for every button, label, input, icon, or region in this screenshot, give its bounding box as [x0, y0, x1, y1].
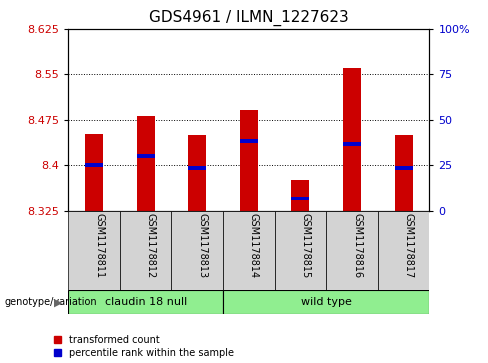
Bar — [223, 290, 429, 314]
Bar — [240, 139, 258, 143]
Text: GSM1178816: GSM1178816 — [352, 213, 362, 278]
Title: GDS4961 / ILMN_1227623: GDS4961 / ILMN_1227623 — [149, 10, 349, 26]
Bar — [137, 154, 155, 158]
Bar — [188, 135, 206, 211]
Text: claudin 18 null: claudin 18 null — [104, 297, 187, 307]
Text: GSM1178817: GSM1178817 — [404, 213, 414, 278]
Text: genotype/variation: genotype/variation — [5, 297, 98, 307]
Text: GSM1178814: GSM1178814 — [249, 213, 259, 278]
Text: wild type: wild type — [301, 297, 352, 307]
Bar — [137, 115, 155, 211]
Text: GSM1178812: GSM1178812 — [146, 213, 156, 278]
Bar — [68, 211, 120, 290]
Text: GSM1178815: GSM1178815 — [301, 213, 310, 278]
Bar — [188, 166, 206, 170]
Bar — [291, 197, 309, 200]
Bar — [395, 166, 413, 170]
Bar — [120, 211, 171, 290]
Bar — [85, 134, 103, 211]
Bar — [378, 211, 429, 290]
Text: ▶: ▶ — [54, 297, 63, 307]
Bar — [68, 290, 223, 314]
Bar — [343, 68, 361, 211]
Bar — [223, 211, 275, 290]
Bar — [275, 211, 326, 290]
Bar — [240, 110, 258, 211]
Bar — [326, 211, 378, 290]
Bar — [343, 142, 361, 146]
Bar — [291, 180, 309, 211]
Text: GSM1178813: GSM1178813 — [197, 213, 207, 278]
Bar — [171, 211, 223, 290]
Bar — [85, 163, 103, 167]
Text: GSM1178811: GSM1178811 — [94, 213, 104, 278]
Legend: transformed count, percentile rank within the sample: transformed count, percentile rank withi… — [54, 335, 234, 358]
Bar — [395, 135, 413, 211]
